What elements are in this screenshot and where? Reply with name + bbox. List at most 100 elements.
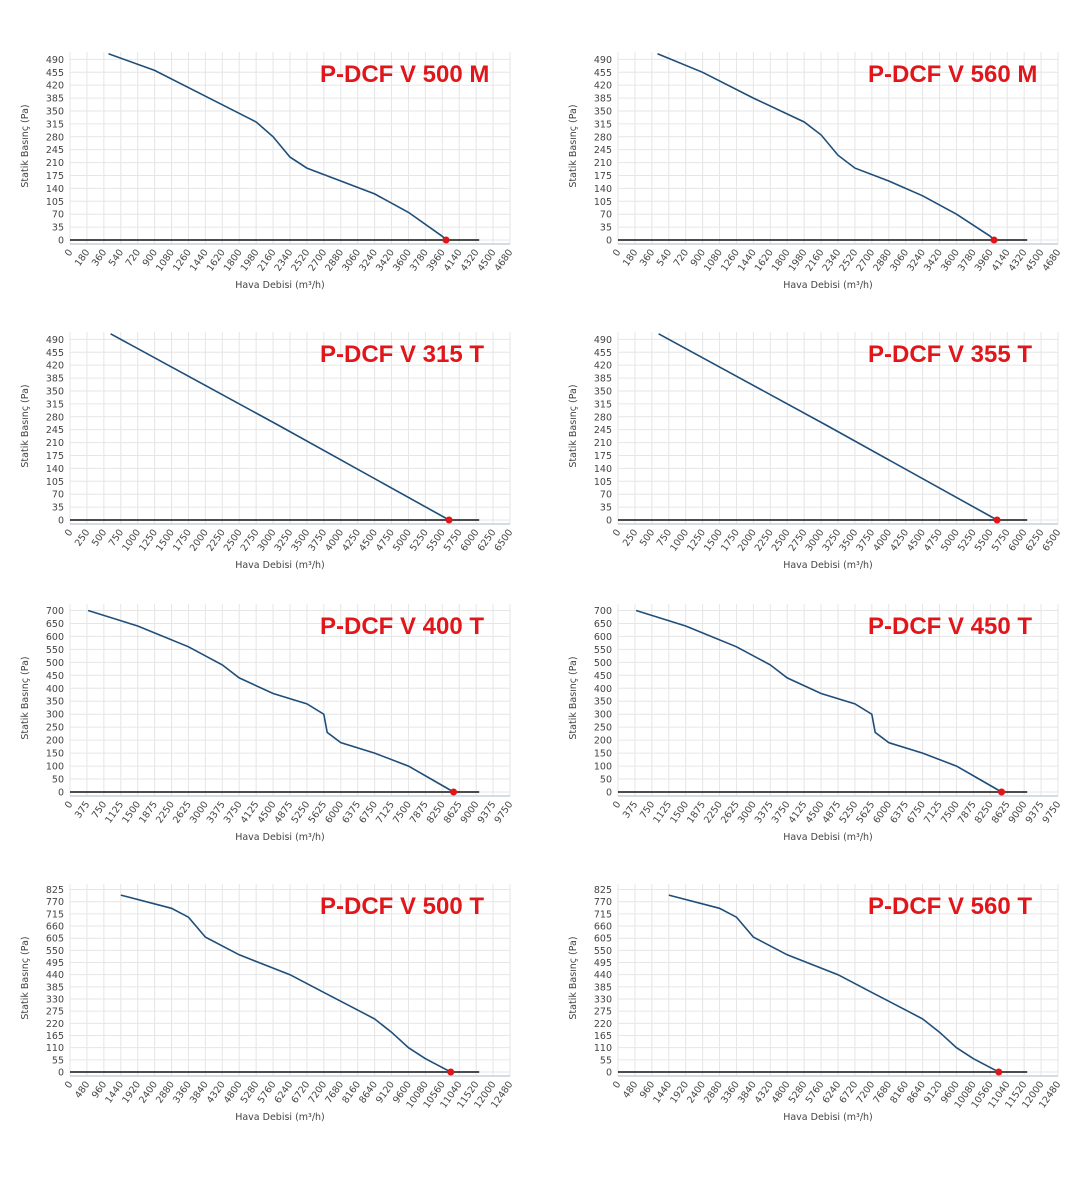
y-tick-label: 70 [52,490,64,501]
y-tick-label: 455 [46,68,64,79]
chart-title: P-DCF V 400 T [320,613,484,640]
y-tick-label: 105 [594,197,612,208]
curve [658,333,998,521]
y-tick-label: 350 [594,386,612,397]
y-tick-label: 200 [46,736,64,747]
y-tick-label: 140 [594,184,612,195]
y-tick-label: 0 [606,1068,612,1079]
y-tick-label: 420 [46,81,64,92]
y-tick-label: 70 [600,490,612,501]
x-tick-label: 500 [638,527,657,548]
y-tick-label: 200 [594,736,612,747]
curve [110,333,450,521]
curve [635,609,1002,793]
chart-panel: 0375750112515001875225026253000337537504… [20,604,515,843]
y-tick-label: 245 [46,145,64,156]
y-tick-label: 605 [594,934,612,945]
y-tick-label: 550 [594,645,612,656]
x-tick-label: 360 [90,247,109,268]
curve [668,894,1000,1073]
y-tick-label: 350 [46,106,64,117]
chart-panel: 0480960144019202400288033603840432048005… [568,884,1063,1123]
chart-title: P-DCF V 450 T [868,613,1032,640]
y-tick-label: 350 [594,697,612,708]
x-axis-title: Hava Debisi (m³/h) [783,832,873,843]
x-tick-label: 540 [655,247,674,268]
x-tick-label: 0 [611,799,623,810]
y-tick-label: 250 [594,723,612,734]
y-tick-label: 0 [58,516,64,527]
y-tick-label: 420 [46,361,64,372]
y-tick-label: 175 [594,451,612,462]
x-tick-label: 0 [611,1079,623,1090]
y-tick-label: 100 [594,762,612,773]
y-tick-label: 105 [46,197,64,208]
y-tick-label: 50 [52,775,64,786]
y-tick-label: 110 [46,1043,64,1054]
x-tick-label: 0 [611,527,623,538]
x-axis-title: Hava Debisi (m³/h) [235,280,325,291]
y-tick-label: 450 [46,671,64,682]
y-tick-label: 165 [46,1031,64,1042]
y-tick-label: 210 [594,438,612,449]
operating-point [990,236,998,244]
x-tick-label: 540 [107,247,126,268]
y-tick-label: 455 [594,68,612,79]
operating-point [445,516,453,524]
y-tick-label: 550 [594,946,612,957]
y-tick-label: 330 [594,995,612,1006]
x-tick-label: 375 [621,799,640,820]
y-tick-label: 0 [58,788,64,799]
y-tick-label: 660 [46,922,64,933]
curve [120,894,452,1073]
y-tick-label: 105 [46,477,64,488]
y-tick-label: 165 [594,1031,612,1042]
y-tick-label: 490 [46,335,64,346]
y-tick-label: 140 [594,464,612,475]
chart-title: P-DCF V 355 T [868,341,1032,368]
y-tick-label: 275 [46,1007,64,1018]
x-tick-label: 180 [73,247,92,268]
y-tick-label: 550 [46,946,64,957]
chart-title: P-DCF V 500 T [320,893,484,920]
y-tick-label: 0 [606,788,612,799]
y-tick-label: 600 [594,632,612,643]
x-axis-title: Hava Debisi (m³/h) [235,1112,325,1123]
y-tick-label: 175 [46,171,64,182]
y-tick-label: 490 [46,55,64,66]
y-axis-title: Statik Basınç (Pa) [568,936,579,1019]
y-tick-label: 0 [58,1068,64,1079]
y-tick-label: 400 [46,684,64,695]
y-tick-label: 490 [594,335,612,346]
chart-title: P-DCF V 500 M [320,61,489,88]
chart-panel: 0180360540720900108012601440162018001980… [568,52,1063,291]
y-tick-label: 420 [594,81,612,92]
y-tick-label: 55 [600,1055,612,1066]
y-tick-label: 150 [594,749,612,760]
x-axis-title: Hava Debisi (m³/h) [783,280,873,291]
y-tick-label: 245 [594,425,612,436]
y-tick-label: 385 [46,94,64,105]
x-tick-label: 480 [621,1079,640,1100]
x-axis-title: Hava Debisi (m³/h) [235,560,325,571]
y-tick-label: 245 [594,145,612,156]
curve [87,609,454,793]
y-tick-label: 275 [594,1007,612,1018]
y-tick-label: 450 [594,671,612,682]
y-tick-label: 700 [594,606,612,617]
y-axis-title: Statik Basınç (Pa) [20,104,31,187]
y-tick-label: 385 [46,374,64,385]
y-tick-label: 315 [46,119,64,130]
y-tick-label: 495 [594,958,612,969]
curve [657,53,995,241]
x-tick-label: 250 [73,527,92,548]
y-tick-label: 315 [594,399,612,410]
chart-title: P-DCF V 560 M [868,61,1037,88]
y-tick-label: 35 [600,503,612,514]
x-tick-label: 4680 [493,247,516,273]
y-tick-label: 825 [594,885,612,896]
y-tick-label: 550 [46,645,64,656]
y-tick-label: 175 [594,171,612,182]
y-tick-label: 385 [46,982,64,993]
